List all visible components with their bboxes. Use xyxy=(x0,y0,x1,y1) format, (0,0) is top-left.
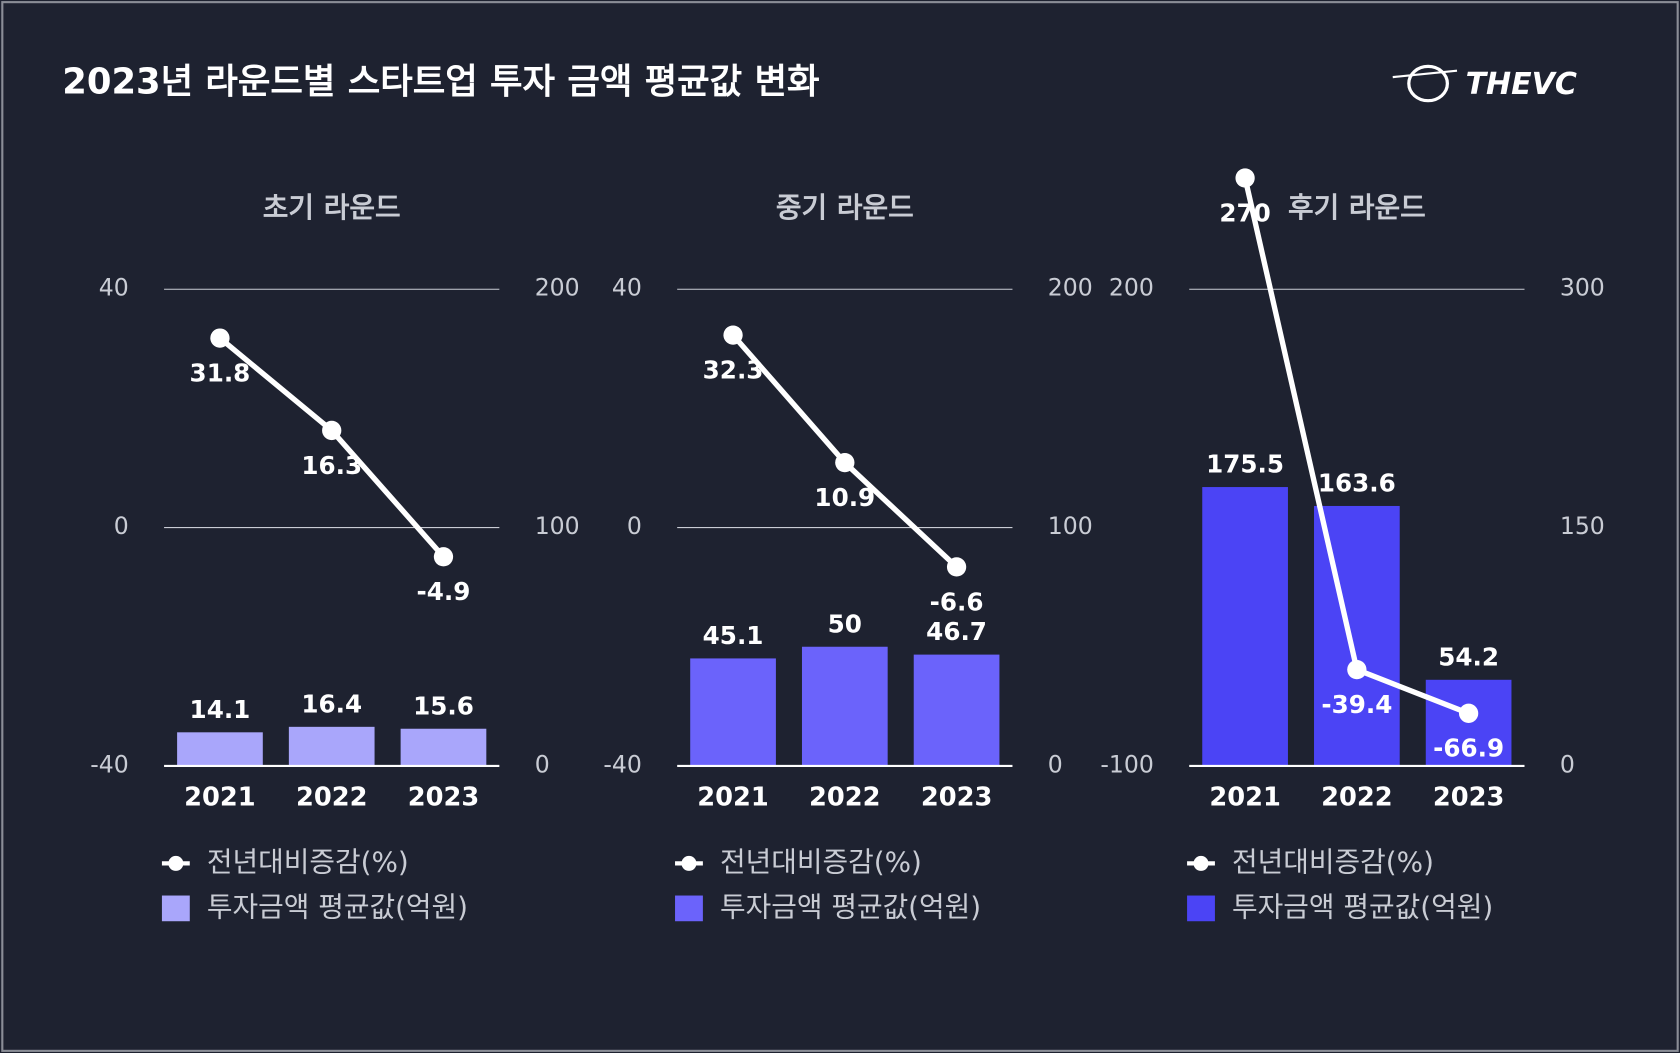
x-tick-label: 2021 xyxy=(1209,783,1281,813)
bar-value-label: 175.5 xyxy=(1206,450,1284,479)
logo-mark xyxy=(1407,64,1449,103)
x-tick-label: 2021 xyxy=(184,783,255,813)
logo-mark xyxy=(1392,69,1458,79)
y-tick-label: -100 xyxy=(1100,750,1153,778)
line-point xyxy=(1235,168,1255,188)
bar-value-label: 14.1 xyxy=(190,695,251,724)
y2-tick-label: 200 xyxy=(1048,274,1093,302)
line-point xyxy=(322,420,342,441)
y-tick-label: -40 xyxy=(603,750,641,778)
bar-value-label: 46.7 xyxy=(926,617,987,646)
bar xyxy=(400,728,487,766)
x-tick-label: 2022 xyxy=(296,783,368,813)
y-tick-label: 0 xyxy=(114,512,129,540)
legend-label: 전년대비증감(%) xyxy=(1232,845,1434,878)
x-tick-label: 2022 xyxy=(809,783,881,813)
line-point xyxy=(946,557,967,577)
line-value-label: 270 xyxy=(1219,198,1270,227)
bar xyxy=(1202,487,1288,766)
y-tick-label: 40 xyxy=(99,274,129,302)
legend-marker xyxy=(681,855,697,871)
y2-tick-label: 150 xyxy=(1560,512,1605,540)
logo-text: THEVC xyxy=(1466,67,1577,102)
bar-value-label: 163.6 xyxy=(1318,469,1396,498)
line-value-label: 32.3 xyxy=(703,356,764,385)
bar xyxy=(690,658,776,766)
line-point xyxy=(1458,703,1479,723)
legend-marker xyxy=(161,895,190,922)
line-value-label: -6.6 xyxy=(930,587,984,616)
y-tick-label: 0 xyxy=(627,512,642,540)
line-point xyxy=(210,328,230,348)
y-tick-label: -40 xyxy=(90,750,128,778)
bar-value-label: 16.4 xyxy=(301,689,362,718)
y2-tick-label: 100 xyxy=(1048,512,1093,540)
line-point xyxy=(723,325,743,345)
legend-label: 투자금액 평균값(억원) xyxy=(207,890,468,923)
legend-label: 전년대비증감(%) xyxy=(720,845,922,878)
x-tick-label: 2021 xyxy=(697,783,768,813)
line-value-label: 16.3 xyxy=(301,451,362,480)
legend-marker xyxy=(168,855,184,871)
bar xyxy=(177,732,263,766)
y-tick-label: 40 xyxy=(612,274,642,302)
bar-value-label: 50 xyxy=(828,609,862,638)
y2-tick-label: 300 xyxy=(1560,274,1605,302)
bar xyxy=(288,726,375,766)
line-value-label: -39.4 xyxy=(1321,690,1392,719)
legend-marker xyxy=(675,895,703,922)
line-value-label: -66.9 xyxy=(1433,734,1504,763)
line-value-label: 31.8 xyxy=(190,359,251,388)
y-tick-label: 200 xyxy=(1109,274,1154,302)
logo: THEVC xyxy=(1392,64,1577,103)
legend-label: 투자금액 평균값(억원) xyxy=(1232,890,1493,923)
bar-value-label: 54.2 xyxy=(1438,642,1499,671)
y2-tick-label: 0 xyxy=(535,750,550,778)
legend-marker xyxy=(1193,855,1209,871)
line-point xyxy=(1347,659,1367,680)
y2-tick-label: 200 xyxy=(535,274,580,302)
line-point xyxy=(433,547,454,567)
legend-label: 투자금액 평균값(억원) xyxy=(720,890,981,923)
y2-tick-label: 0 xyxy=(1048,750,1063,778)
legend-label: 전년대비증감(%) xyxy=(207,845,409,878)
page-title: 2023년 라운드별 스타트업 투자 금액 평균값 변화 xyxy=(62,62,819,103)
legend-marker xyxy=(1187,895,1215,922)
y2-tick-label: 0 xyxy=(1560,750,1575,778)
bar-value-label: 15.6 xyxy=(413,691,474,720)
bar xyxy=(913,654,1000,766)
bar xyxy=(801,646,888,766)
y2-tick-label: 100 xyxy=(535,512,580,540)
x-tick-label: 2023 xyxy=(921,783,993,813)
bar-value-label: 45.1 xyxy=(703,621,764,650)
x-tick-label: 2023 xyxy=(408,783,480,813)
subplot-title: 중기 라운드 xyxy=(776,191,914,224)
x-tick-label: 2023 xyxy=(1433,783,1505,813)
line-value-label: -4.9 xyxy=(417,577,471,606)
line-value-label: 10.9 xyxy=(814,483,875,512)
line-point xyxy=(835,452,855,473)
subplot-title: 초기 라운드 xyxy=(263,191,401,224)
x-tick-label: 2022 xyxy=(1321,783,1393,813)
subplot-title: 후기 라운드 xyxy=(1288,191,1426,224)
